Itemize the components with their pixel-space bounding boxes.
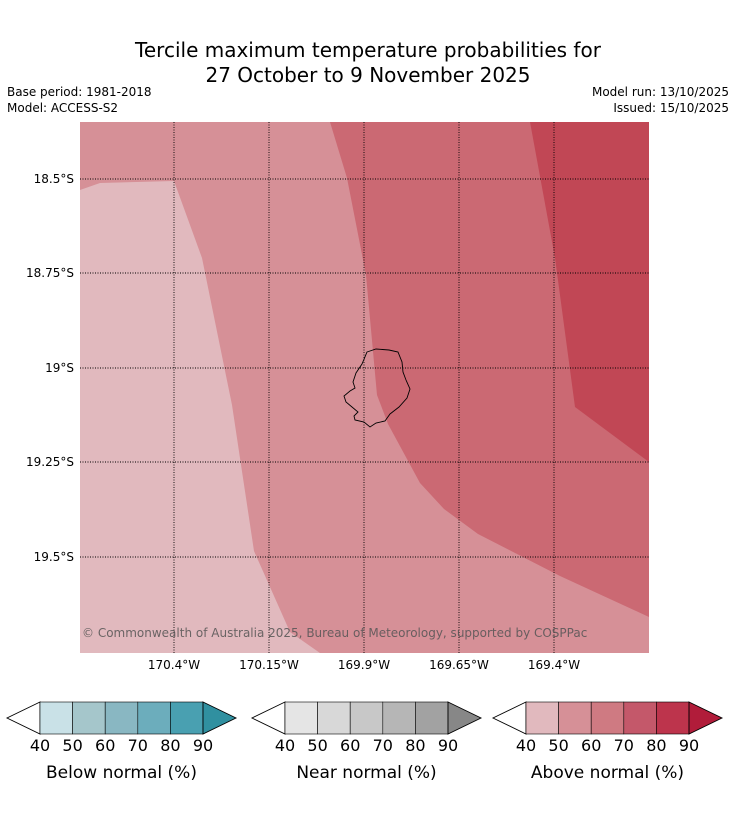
zone-above-70 [530, 122, 649, 462]
colorbar-extend-low [491, 701, 527, 735]
colorbar-segment [170, 701, 204, 735]
graticule [80, 122, 649, 653]
title-line-1: Tercile maximum temperature probabilitie… [135, 38, 601, 62]
colorbar-tick-label: 50 [548, 736, 568, 755]
colorbar-tick-label: 70 [614, 736, 634, 755]
colorbar-tick-label: 40 [516, 736, 536, 755]
lon-label: 169.4°W [528, 658, 580, 672]
colorbar-segment [590, 701, 625, 735]
colorbar-segment [39, 701, 73, 735]
colorbar-tick-label: 60 [581, 736, 601, 755]
colorbar-tick-label: 70 [128, 736, 148, 755]
lat-label: 19.5°S [34, 550, 74, 564]
colorbar-segment [317, 701, 351, 735]
lon-label: 170.15°W [239, 658, 299, 672]
colorbar-extend-high [447, 701, 483, 735]
colorbar-segment [415, 701, 449, 735]
colorbar-tick-label: 40 [30, 736, 50, 755]
lat-label: 19°S [45, 361, 74, 375]
issued-date: Issued: 15/10/2025 [613, 101, 729, 115]
meta-right: Model run: 13/10/2025 Issued: 15/10/2025 [592, 84, 729, 116]
colorbar-title: Above normal (%) [531, 763, 684, 783]
colorbar-tick-label: 50 [62, 736, 82, 755]
colorbar-segment [349, 701, 384, 735]
title-line-2: 27 October to 9 November 2025 [205, 63, 531, 87]
colorbar-segment [558, 701, 592, 735]
colorbar-above: 40 50 60 70 80 90 Above normal (%) [491, 701, 724, 783]
lat-label: 19.25°S [26, 455, 74, 469]
map-area [80, 122, 649, 653]
colorbar-tick-label: 60 [340, 736, 360, 755]
colorbar-segment [623, 701, 657, 735]
colorbar-tick-label: 90 [438, 736, 458, 755]
copyright-text: © Commonwealth of Australia 2025, Bureau… [82, 626, 587, 640]
colorbar-extend-high [688, 701, 724, 735]
colorbar-segment [382, 701, 416, 735]
colorbar-segment [104, 701, 139, 735]
map-title: Tercile maximum temperature probabilitie… [0, 38, 736, 88]
colorbar-tick-label: 40 [275, 736, 295, 755]
colorbar-title: Near normal (%) [296, 763, 436, 783]
colorbar-segment [137, 701, 171, 735]
model-name: Model: ACCESS-S2 [7, 101, 119, 115]
colorbar-segment [72, 701, 106, 735]
colorbar-segment [656, 701, 690, 735]
lon-label: 169.9°W [338, 658, 390, 672]
colorbar-segment [284, 701, 318, 735]
colorbar-tick-label: 80 [160, 736, 180, 755]
lat-labels: 18.5°S 18.75°S 19°S 19.25°S 19.5°S [26, 172, 74, 564]
colorbar-extend-high [202, 701, 238, 735]
lon-labels: 170.4°W 170.15°W 169.9°W 169.65°W 169.4°… [148, 658, 580, 672]
colorbar-below: 40 50 60 70 80 90 Below normal (%) [5, 701, 238, 783]
colorbar-tick-label: 60 [95, 736, 115, 755]
colorbar-tick-label: 50 [307, 736, 327, 755]
colorbar-tick-label: 90 [679, 736, 699, 755]
colorbar-tick-label: 80 [646, 736, 666, 755]
colorbar-extend-low [5, 701, 41, 735]
colorbar-tick-label: 80 [405, 736, 425, 755]
colorbar-title: Below normal (%) [46, 763, 197, 783]
zone-above-40 [80, 181, 320, 653]
lon-label: 170.4°W [148, 658, 200, 672]
colorbar-segment [525, 701, 559, 735]
lat-label: 18.5°S [34, 172, 74, 186]
meta-left: Base period: 1981-2018 Model: ACCESS-S2 [7, 84, 152, 116]
base-period: Base period: 1981-2018 [7, 85, 152, 99]
colorbar-tick-label: 70 [373, 736, 393, 755]
colorbar-tick-label: 90 [193, 736, 213, 755]
lat-label: 18.75°S [26, 266, 74, 280]
island-outline [343, 348, 411, 428]
lon-label: 169.65°W [429, 658, 489, 672]
colorbar-extend-low [250, 701, 286, 735]
model-run: Model run: 13/10/2025 [591, 85, 729, 99]
